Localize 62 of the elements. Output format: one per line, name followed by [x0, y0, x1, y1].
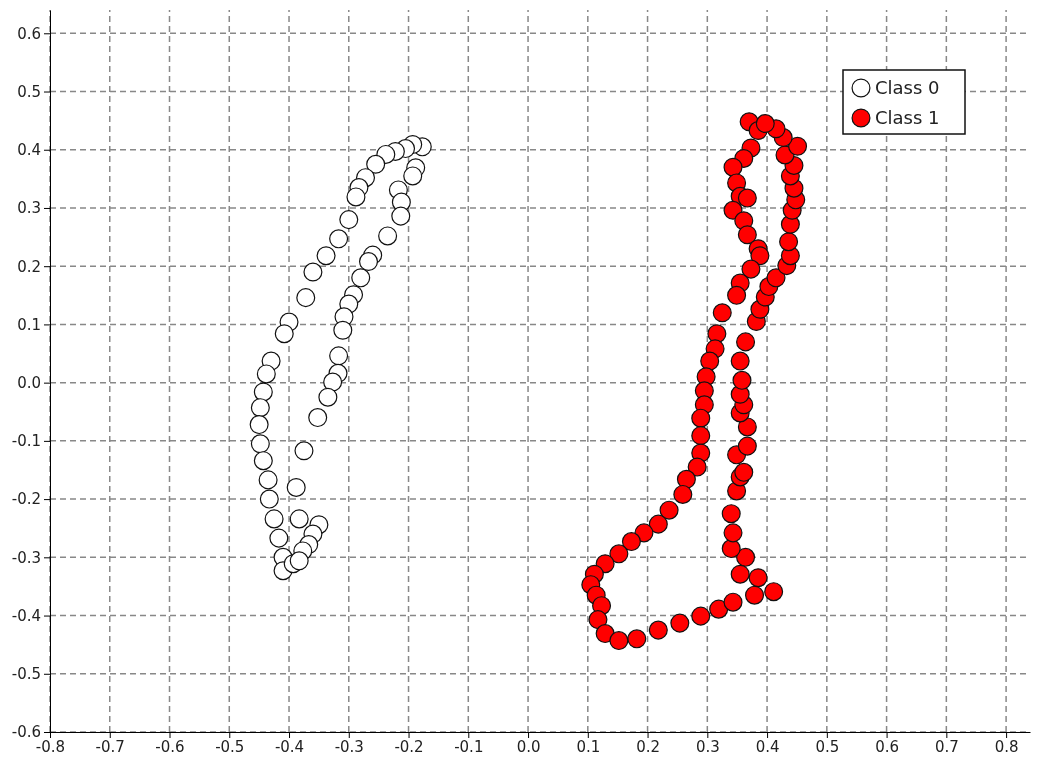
- point: [269, 528, 289, 548]
- point: [329, 229, 349, 249]
- y-tick-label: -0.4: [11, 606, 41, 625]
- point: [289, 551, 309, 571]
- point: [296, 288, 316, 308]
- point: [323, 372, 343, 392]
- point: [346, 187, 366, 207]
- y-tick-label: 0.6: [17, 24, 41, 43]
- y-tick-label: -0.1: [11, 432, 41, 451]
- legend-label: Class 0: [875, 77, 940, 98]
- x-tick-label: 0.8: [994, 737, 1019, 756]
- point: [264, 509, 284, 529]
- y-tick-label: -0.2: [11, 490, 41, 509]
- x-tick-label: 0.1: [576, 737, 601, 756]
- x-tick-label: 0.2: [636, 737, 660, 756]
- point: [333, 320, 353, 340]
- x-tick-label: -0.4: [274, 737, 305, 756]
- y-tick-label: -0.3: [11, 548, 41, 567]
- y-tick-label: 0.3: [17, 199, 41, 218]
- point: [286, 477, 306, 497]
- y-tick-label: -0.5: [11, 665, 41, 684]
- point: [258, 470, 278, 490]
- y-tick-label: 0.2: [17, 257, 41, 276]
- point: [366, 154, 386, 174]
- point: [259, 489, 279, 509]
- point: [358, 252, 379, 272]
- point: [253, 382, 273, 402]
- y-tick-label: 0.0: [17, 373, 41, 392]
- legend-label: Class 1: [875, 107, 940, 128]
- point: [256, 364, 276, 384]
- point: [378, 226, 398, 246]
- point: [303, 262, 323, 282]
- y-tick-label: 0.4: [17, 141, 41, 160]
- x-tick-label: -0.7: [95, 737, 125, 756]
- point: [318, 387, 338, 407]
- point: [294, 441, 314, 461]
- x-tick-label: 0.3: [695, 737, 720, 756]
- x-tick-label: -0.6: [155, 737, 185, 756]
- point: [316, 246, 336, 266]
- x-tick-label: 0.5: [815, 737, 840, 756]
- x-tick-label: -0.3: [334, 737, 364, 756]
- point: [329, 346, 349, 366]
- x-tick-label: 0.6: [875, 737, 900, 756]
- point: [289, 509, 309, 529]
- x-tick-label: 0.0: [516, 737, 541, 756]
- point: [249, 415, 269, 435]
- point: [403, 166, 423, 186]
- point: [308, 408, 328, 428]
- point: [253, 451, 273, 471]
- point: [339, 210, 359, 230]
- x-tick-label: 0.7: [934, 737, 959, 756]
- x-tick-label: 0.4: [755, 737, 780, 756]
- y-tick-label: 0.1: [17, 315, 41, 334]
- point: [391, 206, 411, 226]
- point: [250, 398, 270, 418]
- x-tick-label: -0.2: [394, 737, 424, 756]
- point: [250, 434, 270, 454]
- x-tick-label: -0.1: [454, 737, 484, 756]
- point: [351, 268, 371, 288]
- point: [274, 324, 294, 344]
- x-tick-label: -0.5: [215, 737, 245, 756]
- y-tick-label: 0.5: [17, 82, 41, 101]
